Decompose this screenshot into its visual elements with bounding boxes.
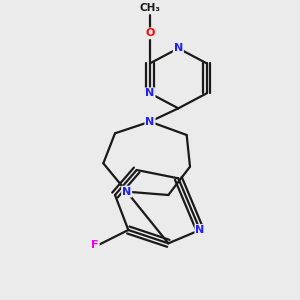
- Text: O: O: [145, 28, 155, 38]
- Text: N: N: [195, 225, 205, 235]
- Text: N: N: [146, 117, 154, 127]
- Text: CH₃: CH₃: [140, 3, 160, 13]
- Text: F: F: [91, 240, 99, 250]
- Text: N: N: [122, 187, 131, 197]
- Text: N: N: [174, 43, 183, 53]
- Text: N: N: [146, 88, 154, 98]
